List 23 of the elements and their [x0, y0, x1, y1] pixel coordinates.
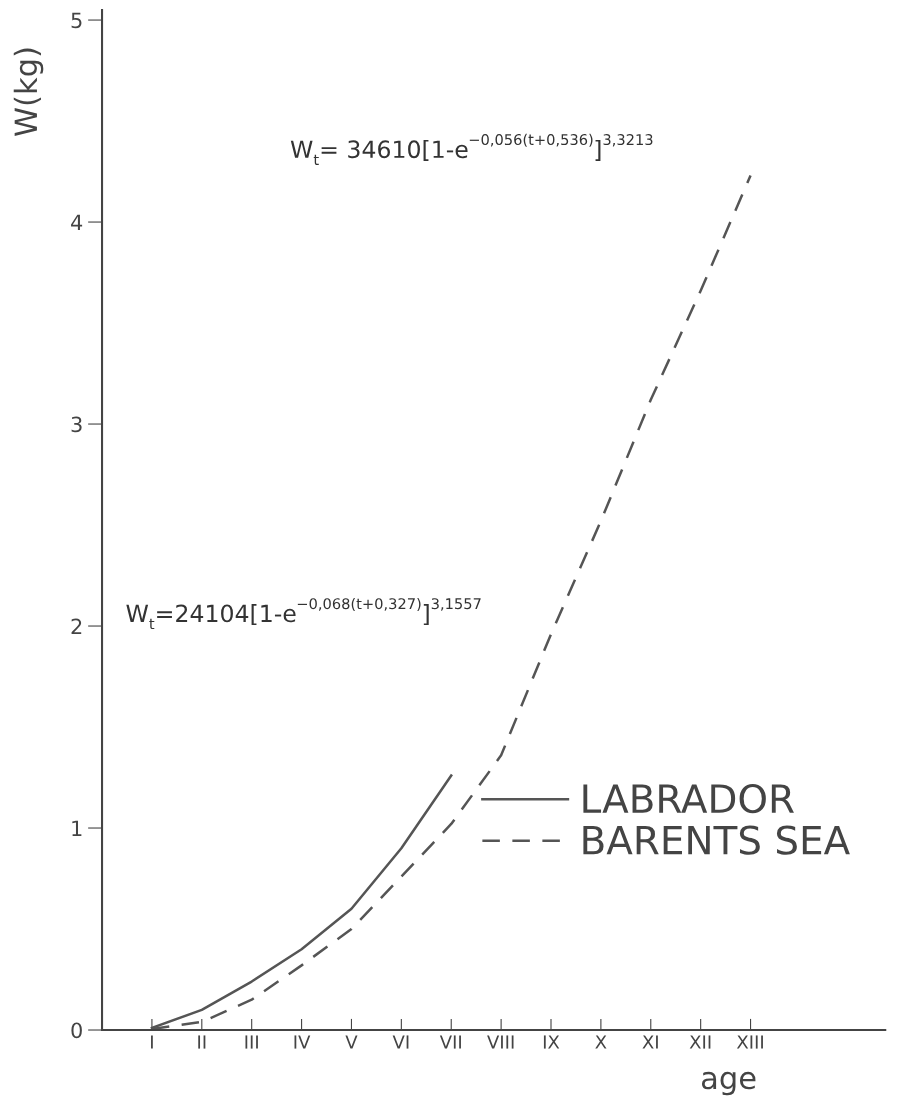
x-tick-label: V: [345, 1035, 358, 1049]
x-tick-label: X: [595, 1035, 607, 1049]
y-tick-label: 5: [71, 12, 82, 29]
x-tick-label: XII: [689, 1035, 711, 1049]
x-tick-label: II: [198, 1035, 206, 1049]
x-tick-label: VIII: [487, 1035, 514, 1049]
legend-label: BARENTS SEA: [583, 825, 850, 855]
legend-label: LABRADOR: [583, 783, 794, 814]
x-tick-label: IX: [543, 1035, 560, 1049]
y-tick-label: 0: [71, 1022, 82, 1039]
x-tick-label: VI: [392, 1035, 409, 1049]
x-tick-label: I: [151, 1035, 153, 1049]
x-tick-label: IV: [294, 1035, 311, 1049]
y-tick-label: 3: [71, 416, 82, 433]
x-tick-label: XI: [642, 1035, 658, 1049]
x-tick-label: XIII: [736, 1035, 763, 1049]
y-axis-title: W(kg): [13, 48, 44, 137]
x-tick-label: VII: [439, 1035, 461, 1049]
y-tick-label: 1: [72, 820, 82, 836]
x-axis-title: age: [701, 1071, 756, 1096]
x-tick-label: III: [245, 1035, 258, 1049]
y-tick-label: 2: [71, 618, 82, 634]
y-tick-label: 4: [71, 214, 83, 230]
